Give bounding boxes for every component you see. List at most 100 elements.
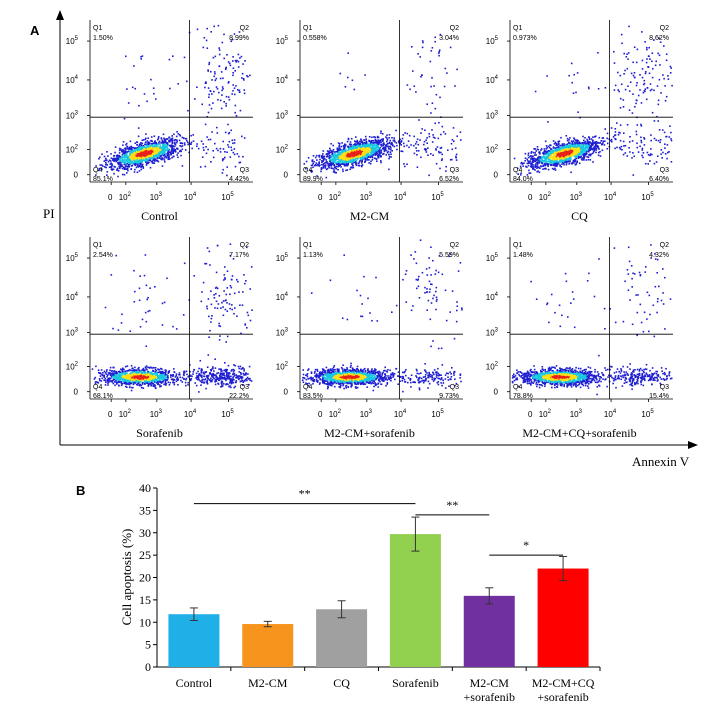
event-dot bbox=[598, 151, 600, 154]
event-dot bbox=[325, 176, 328, 179]
event-dot bbox=[641, 149, 644, 151]
event-dot bbox=[149, 153, 152, 155]
event-dot bbox=[551, 156, 553, 159]
event-dot bbox=[323, 162, 326, 164]
event-dot bbox=[99, 164, 102, 166]
event-dot bbox=[227, 96, 230, 98]
event-dot bbox=[371, 159, 374, 161]
event-dot bbox=[655, 60, 657, 63]
event-dot bbox=[572, 146, 575, 148]
event-dot bbox=[344, 143, 346, 145]
event-dot bbox=[125, 168, 128, 170]
event-dot bbox=[554, 154, 556, 157]
event-dot bbox=[382, 146, 385, 149]
event-dot bbox=[116, 375, 119, 378]
event-dot bbox=[566, 137, 569, 140]
event-dot bbox=[224, 151, 226, 153]
event-dot bbox=[577, 145, 579, 148]
event-dot bbox=[159, 155, 162, 157]
event-dot bbox=[655, 161, 658, 163]
event-dot bbox=[566, 146, 568, 148]
event-dot bbox=[665, 135, 667, 138]
event-dot bbox=[159, 144, 161, 146]
x-tick-exponent: 4 bbox=[403, 192, 407, 198]
event-dot bbox=[389, 139, 392, 142]
event-dot bbox=[135, 150, 137, 153]
panel-a-y-axis-label: PI bbox=[43, 206, 55, 221]
event-dot bbox=[329, 160, 331, 163]
event-dot bbox=[568, 142, 570, 145]
event-dot bbox=[130, 145, 132, 148]
event-dot bbox=[166, 138, 168, 140]
event-dot bbox=[548, 146, 551, 149]
event-dot bbox=[372, 140, 375, 142]
event-dot bbox=[533, 148, 535, 150]
event-dot bbox=[375, 153, 377, 155]
event-dot bbox=[373, 150, 376, 152]
event-dot bbox=[149, 150, 151, 153]
event-dot bbox=[313, 160, 315, 163]
event-dot bbox=[582, 146, 584, 148]
event-dot bbox=[374, 154, 377, 156]
event-dot bbox=[631, 157, 633, 159]
event-dot bbox=[371, 151, 373, 154]
event-dot bbox=[356, 145, 359, 148]
event-dot bbox=[364, 157, 366, 160]
event-dot bbox=[147, 150, 150, 153]
event-dot bbox=[164, 149, 167, 152]
event-dot bbox=[246, 75, 248, 77]
event-dot bbox=[413, 135, 415, 138]
event-dot bbox=[583, 141, 586, 144]
event-dot bbox=[146, 156, 149, 159]
event-dot bbox=[644, 162, 647, 165]
event-dot bbox=[177, 133, 180, 135]
event-dot bbox=[347, 158, 350, 161]
event-dot bbox=[236, 153, 239, 155]
event-dot bbox=[337, 156, 340, 159]
event-dot bbox=[667, 151, 669, 154]
event-dot bbox=[453, 140, 455, 143]
event-dot bbox=[588, 147, 591, 149]
event-dot bbox=[249, 74, 251, 77]
event-dot bbox=[131, 159, 133, 161]
event-dot bbox=[168, 153, 170, 156]
event-dot bbox=[610, 138, 613, 141]
event-dot bbox=[411, 46, 413, 48]
event-dot bbox=[350, 137, 353, 140]
event-dot bbox=[335, 163, 338, 165]
event-dot bbox=[353, 152, 355, 155]
event-dot bbox=[572, 160, 575, 162]
event-dot bbox=[106, 174, 108, 176]
event-dot bbox=[361, 149, 363, 151]
event-dot bbox=[648, 72, 651, 75]
event-dot bbox=[569, 142, 571, 144]
event-dot bbox=[380, 160, 382, 162]
event-dot bbox=[571, 161, 574, 164]
event-dot bbox=[329, 164, 331, 167]
event-dot bbox=[320, 170, 322, 173]
event-dot bbox=[588, 142, 590, 144]
event-dot bbox=[148, 143, 150, 145]
event-dot bbox=[534, 169, 536, 171]
event-dot bbox=[671, 84, 673, 87]
event-dot bbox=[171, 137, 174, 140]
event-dot bbox=[154, 151, 156, 153]
event-dot bbox=[434, 137, 436, 139]
event-dot bbox=[244, 60, 246, 62]
event-dot bbox=[371, 136, 373, 139]
event-dot bbox=[201, 156, 204, 158]
event-dot bbox=[161, 152, 164, 154]
event-dot bbox=[562, 153, 565, 155]
event-dot bbox=[168, 370, 171, 372]
event-dot bbox=[138, 366, 140, 369]
event-dot bbox=[651, 52, 654, 54]
event-dot bbox=[311, 160, 314, 163]
event-dot bbox=[197, 378, 199, 381]
event-dot bbox=[520, 162, 522, 165]
event-dot bbox=[645, 61, 648, 64]
event-dot bbox=[560, 160, 563, 162]
event-dot bbox=[331, 150, 333, 153]
event-dot bbox=[135, 162, 137, 165]
event-dot bbox=[581, 159, 583, 161]
event-dot bbox=[359, 157, 362, 159]
